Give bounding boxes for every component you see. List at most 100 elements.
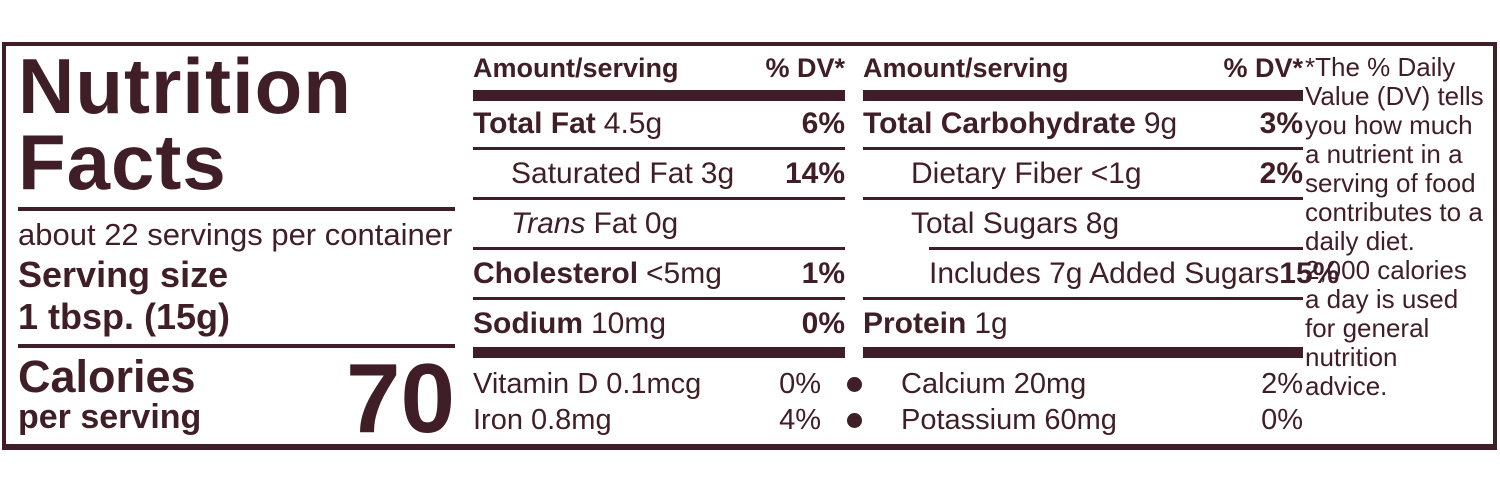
daily-value-footnote: *The % Daily Value (DV) tells you how mu… bbox=[1305, 53, 1497, 401]
divider-thin-indented bbox=[929, 247, 1303, 250]
row-trans-fat: Trans Fat 0g bbox=[473, 200, 845, 247]
divider-thin bbox=[473, 297, 845, 300]
calories-sublabel: per serving bbox=[18, 398, 202, 436]
nutrient-name: Total Fat 4.5g bbox=[473, 107, 662, 141]
nutrient-name: Potassium 60mg bbox=[863, 404, 1117, 437]
nutrient-name: Total Sugars 8g bbox=[863, 207, 1119, 241]
nutrient-name: Protein 1g bbox=[863, 307, 1008, 341]
divider-thick bbox=[473, 90, 845, 101]
calories-label: Calories bbox=[18, 351, 196, 402]
dv-value: 4% bbox=[779, 403, 821, 436]
nutrient-name: Vitamin D 0.1mcg bbox=[473, 368, 701, 401]
nutrient-amount: 0.1mcg bbox=[606, 367, 702, 400]
footnote-line: contributes to a bbox=[1305, 197, 1483, 227]
row-saturated-fat: Saturated Fat 3g 14% bbox=[473, 150, 845, 197]
divider-thin bbox=[473, 147, 845, 150]
footnote-line: you how much bbox=[1305, 110, 1473, 140]
column1-header-amount: Amount/serving bbox=[473, 52, 679, 83]
nutrient-amount: 20mg bbox=[1013, 367, 1087, 400]
divider-under-title bbox=[18, 207, 455, 211]
nutrition-facts-panel: Nutrition Facts about 22 servings per co… bbox=[2, 42, 1497, 450]
servings-per-container: about 22 servings per container bbox=[18, 217, 453, 252]
nutrient-name: Calcium 20mg bbox=[863, 368, 1086, 401]
row-sodium: Sodium 10mg 0% bbox=[473, 300, 845, 347]
nutrient-name-text: Fat bbox=[593, 206, 637, 240]
footnote-line: serving of food bbox=[1305, 168, 1476, 198]
nutrient-name: Sodium 10mg bbox=[473, 307, 666, 341]
footnote-line: advice. bbox=[1305, 371, 1388, 401]
column2-header-amount: Amount/serving bbox=[863, 52, 1069, 83]
spacer bbox=[863, 358, 1303, 366]
nutrient-name-bold: Total Carbohydrate bbox=[863, 107, 1136, 140]
footnote-line: Value (DV) tells bbox=[1305, 81, 1484, 111]
nutrient-amount: <1g bbox=[1090, 156, 1142, 190]
column2-header: Amount/serving % DV* bbox=[863, 46, 1303, 90]
dv-value: 6% bbox=[801, 107, 845, 140]
dv-value: 0% bbox=[801, 306, 845, 340]
dv-value: 0% bbox=[1261, 403, 1303, 436]
row-potassium: Potassium 60mg 0% bbox=[847, 402, 1303, 438]
column1-header: Amount/serving % DV* bbox=[473, 46, 845, 90]
nutrient-name: Saturated Fat 3g bbox=[473, 157, 734, 191]
dv-value: 0% bbox=[779, 367, 821, 400]
dv-value: 14% bbox=[784, 156, 845, 190]
nutrient-name-bold: Protein bbox=[863, 306, 967, 340]
nutrient-name-text: Potassium bbox=[901, 403, 1037, 436]
footnote-line: *The % Daily bbox=[1305, 52, 1456, 82]
nutrient-name-bold: Total Fat bbox=[473, 107, 596, 140]
footnote-line: 2,000 calories bbox=[1305, 255, 1467, 285]
dv-value: 1% bbox=[801, 256, 845, 290]
nutrient-amount: 9g bbox=[1143, 107, 1178, 140]
nutrient-name-text: Total Sugars bbox=[911, 206, 1078, 240]
dv-value: 2% bbox=[1259, 156, 1303, 190]
spacer bbox=[473, 358, 845, 366]
nutrient-name-text: Calcium bbox=[901, 367, 1006, 400]
divider-thick bbox=[863, 347, 1303, 358]
nutrition-facts-title: Nutrition Facts bbox=[18, 42, 352, 201]
row-total-sugars: Total Sugars 8g bbox=[863, 200, 1303, 247]
nutrient-amount: 0g bbox=[644, 206, 679, 240]
nutrient-name-text: Iron bbox=[473, 403, 523, 436]
divider-above-calories bbox=[18, 344, 455, 348]
nutrient-amount: 4.5g bbox=[603, 107, 663, 140]
footnote-line: a nutrient in a bbox=[1305, 139, 1463, 169]
nutrient-name-text: Includes 7g Added Sugars bbox=[929, 256, 1280, 290]
column1-header-dv: % DV* bbox=[765, 52, 845, 83]
nutrient-name-bold: Sodium bbox=[473, 306, 583, 340]
nutrient-name: Cholesterol <5mg bbox=[473, 257, 722, 291]
dv-value: 15% bbox=[1279, 256, 1340, 290]
nutrient-name-text: Dietary Fiber bbox=[911, 156, 1083, 190]
bullet-separator-icon bbox=[847, 413, 862, 428]
bullet-separator-icon bbox=[847, 377, 862, 392]
footnote-line: a day is used bbox=[1305, 284, 1459, 314]
nutrient-amount: 60mg bbox=[1044, 403, 1117, 436]
nutrient-name-text: Saturated Fat bbox=[511, 156, 693, 190]
calories-value: 70 bbox=[345, 343, 455, 453]
nutrient-name: Dietary Fiber <1g bbox=[863, 157, 1142, 191]
nutrient-amount: <5mg bbox=[646, 256, 722, 290]
row-dietary-fiber: Dietary Fiber <1g 2% bbox=[863, 150, 1303, 197]
row-calcium: Calcium 20mg 2% bbox=[847, 366, 1303, 402]
nutrient-amount: 1g bbox=[974, 306, 1008, 340]
column2-header-dv: % DV* bbox=[1223, 52, 1303, 83]
row-total-fat: Total Fat 4.5g 6% bbox=[473, 101, 845, 147]
serving-size-value: 1 tbsp. (15g) bbox=[18, 296, 231, 337]
divider-thin bbox=[863, 147, 1303, 150]
nutrient-amount: 3g bbox=[700, 156, 735, 190]
row-total-carbohydrate: Total Carbohydrate 9g 3% bbox=[863, 101, 1303, 147]
nutrient-name-italic: Trans bbox=[511, 206, 586, 240]
title-line-1: Nutrition bbox=[18, 42, 352, 130]
nutrient-amount: 0.8mg bbox=[530, 403, 612, 436]
dv-value: 2% bbox=[1261, 367, 1303, 400]
nutrient-amount: 8g bbox=[1085, 206, 1120, 240]
row-added-sugars: Includes 7g Added Sugars 15% bbox=[863, 250, 1339, 297]
footnote-line: for general bbox=[1305, 313, 1430, 343]
nutrient-column-2: Amount/serving % DV* Total Carbohydrate 9… bbox=[847, 46, 1339, 438]
divider-thick bbox=[473, 347, 845, 358]
nutrient-name-bold: Cholesterol bbox=[473, 256, 639, 290]
divider-thin bbox=[473, 197, 845, 200]
divider-thin bbox=[473, 247, 845, 250]
nutrient-name: Total Carbohydrate 9g bbox=[863, 107, 1177, 141]
nutrient-name: Trans Fat 0g bbox=[473, 207, 678, 241]
nutrient-name-text: Vitamin D bbox=[473, 367, 599, 400]
